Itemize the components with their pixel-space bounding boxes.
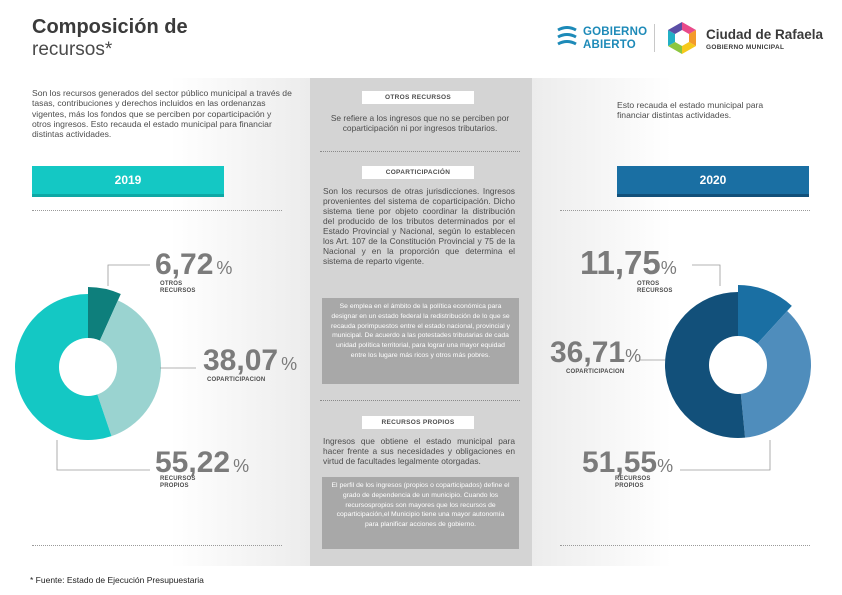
leader-line-propios-2020 [680,440,771,471]
tag-recursos-propios: RECURSOS PROPIOS [362,416,474,429]
value-copart-2019: 38,07% [203,346,297,376]
rafaela-hexagon-icon [668,22,696,54]
percent-sign: % [233,456,250,476]
value-copart-2020-number: 36,71 [550,336,626,369]
leader-line-otros-2020 [692,264,721,286]
value-propios-2020-number: 51,55 [582,446,658,479]
tag-coparticipacion: COPARTICIPACIÓN [362,166,474,179]
box-coparticipacion: Se emplea en el ámbito de la política ec… [322,298,519,384]
gobierno-abierto-line1: GOBIERNO [583,26,648,38]
dotted-divider [320,400,520,401]
page-title: Composición de [32,16,188,38]
rafaela-logo-title: Ciudad de Rafaela [706,27,824,42]
value-copart-2019-number: 38,07 [203,344,279,377]
percent-sign: % [281,354,298,374]
text-coparticipacion: Son los recursos de otras jurisdicciones… [323,186,515,266]
dotted-divider [560,545,810,546]
right-description: Esto recauda el estado municipal para fi… [617,100,764,121]
text-otros-recursos: Se refiere a los ingresos que no se perc… [330,113,510,133]
dotted-divider [560,210,810,211]
footnote: * Fuente: Estado de Ejecución Presupuest… [30,575,204,585]
donut-slice-2020-2 [664,292,746,438]
value-propios-2019-number: 55,22 [155,446,231,479]
gobierno-abierto-logo: GOBIERNO ABIERTO [556,24,652,54]
percent-sign: % [657,456,674,476]
value-copart-2020: 36,71% [550,338,641,368]
percent-sign: % [625,346,642,366]
donut-slice-2020-1 [738,311,811,438]
donut-chart-2019 [14,287,161,440]
value-propios-2020: 51,55% [582,448,673,478]
page-subtitle: recursos* [32,39,113,60]
dotted-divider [320,151,520,152]
value-otros-2019: 6,72% [155,250,232,280]
dotted-divider [32,210,282,211]
percent-sign: % [660,258,677,278]
value-otros-2020-number: 11,75 [580,244,661,281]
donut-slice-2019-1 [88,300,161,437]
percent-sign: % [216,258,233,278]
leader-line-otros-2019 [107,264,150,286]
value-otros-2020: 11,75% [580,246,677,279]
label-copart-2019: COPARTICIPACION [207,377,266,383]
year-banner-2020: 2020 [617,166,809,197]
box-recursos-propios: El perfil de los ingresos (propios o cop… [322,477,519,549]
header: Composición de recursos* GOBIERNO ABIERT… [0,0,842,78]
ciudad-rafaela-logo: Ciudad de Rafaela GOBIERNO MUNICIPAL [664,20,823,56]
label-propios-2019: RECURSOS PROPIOS [160,476,196,489]
left-description: Son los recursos generados del sector pú… [32,88,292,140]
text-recursos-propios: Ingresos que obtiene el estado municipal… [323,436,515,466]
donut-hole-2020 [709,336,767,394]
label-propios-2020: RECURSOS PROPIOS [615,476,651,489]
gobierno-abierto-line2: ABIERTO [583,39,636,51]
label-otros-2019: OTROS RECURSOS [160,281,196,294]
rafaela-logo-subtitle: GOBIERNO MUNICIPAL [706,44,785,51]
label-copart-2020: COPARTICIPACION [566,369,625,375]
leader-line-propios-2019 [56,440,150,471]
tag-otros-recursos: OTROS RECURSOS [362,91,474,104]
gobierno-abierto-icon [557,26,577,46]
logo-divider [654,24,655,52]
value-propios-2019: 55,22% [155,448,249,478]
value-otros-2019-number: 6,72 [155,248,214,281]
year-banner-2019: 2019 [32,166,224,197]
dotted-divider [32,545,282,546]
donut-chart-2020 [664,285,811,438]
donut-hole-2019 [59,338,117,396]
label-otros-2020: OTROS RECURSOS [637,281,673,294]
